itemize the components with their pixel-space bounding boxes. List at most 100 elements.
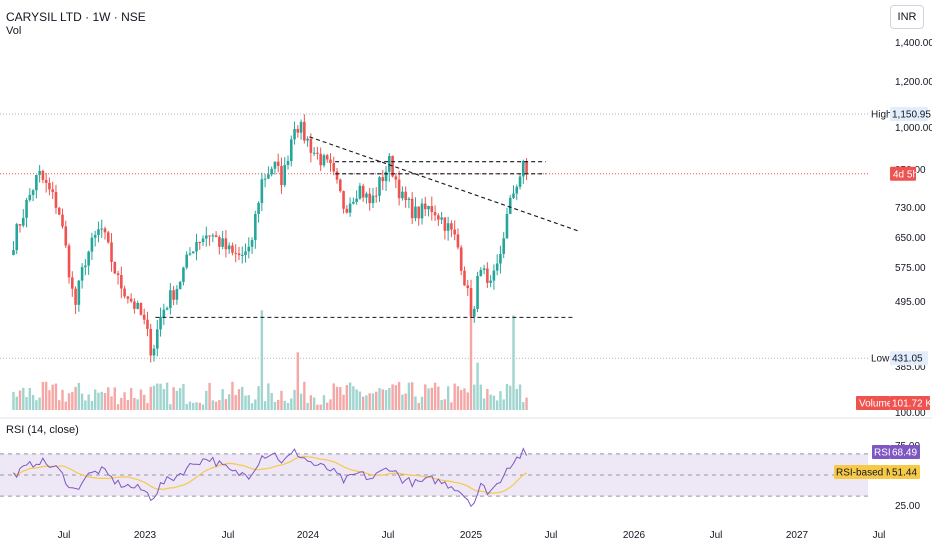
candle bbox=[486, 262, 489, 288]
volume-bar bbox=[182, 384, 185, 410]
volume-bar bbox=[195, 402, 198, 410]
currency-button[interactable]: INR bbox=[890, 5, 924, 29]
candle bbox=[325, 154, 329, 163]
volume-bar bbox=[169, 404, 172, 410]
rsi-legend[interactable]: RSI (14, close) bbox=[6, 424, 79, 436]
candle bbox=[437, 213, 440, 226]
volume-bar bbox=[299, 393, 303, 410]
volume-bar bbox=[280, 390, 283, 410]
volume-bar bbox=[113, 387, 116, 410]
candle bbox=[361, 183, 365, 202]
candle bbox=[221, 230, 224, 250]
volume-bar bbox=[322, 395, 326, 410]
volume-bar bbox=[152, 385, 156, 410]
volume-bar bbox=[460, 390, 463, 410]
candle bbox=[44, 172, 48, 193]
volume-bar bbox=[276, 399, 280, 410]
price-axis-label: 575.00 bbox=[895, 263, 926, 274]
candle bbox=[495, 254, 499, 276]
candle bbox=[204, 226, 208, 247]
candle bbox=[368, 187, 372, 211]
volume-bar bbox=[25, 397, 28, 410]
candle bbox=[41, 169, 45, 184]
volume-bar bbox=[309, 395, 313, 410]
time-axis-label: Jul bbox=[545, 530, 558, 541]
volume-bar bbox=[143, 394, 146, 410]
candle bbox=[371, 187, 375, 209]
volume-bar bbox=[388, 387, 391, 410]
candle bbox=[18, 223, 22, 233]
time-axis-label: Jul bbox=[58, 530, 71, 541]
volume-bar bbox=[267, 383, 270, 410]
candle bbox=[74, 286, 77, 315]
volume-bar bbox=[433, 382, 437, 410]
candle bbox=[388, 153, 391, 182]
volume-bar bbox=[404, 393, 407, 410]
candle bbox=[374, 187, 378, 203]
volume-bar bbox=[175, 390, 179, 410]
volume-bar bbox=[365, 395, 368, 410]
candle bbox=[286, 155, 290, 170]
candle bbox=[440, 211, 443, 225]
volume-bar bbox=[456, 386, 460, 410]
candle bbox=[335, 167, 339, 184]
volume-bar bbox=[64, 401, 67, 410]
volume-bar bbox=[463, 388, 466, 410]
volume-bar bbox=[319, 404, 322, 410]
volume-bar bbox=[293, 389, 296, 410]
candle bbox=[48, 177, 51, 196]
volume-bar bbox=[355, 389, 358, 410]
volume-bar bbox=[522, 402, 525, 410]
volume-bar bbox=[100, 391, 103, 410]
candle bbox=[489, 275, 492, 288]
volume-bar bbox=[296, 352, 300, 410]
volume-bar bbox=[273, 401, 277, 410]
candle bbox=[25, 197, 28, 228]
volume-bar bbox=[87, 394, 90, 410]
volume-bar bbox=[254, 399, 257, 410]
candle bbox=[476, 271, 479, 313]
volume-bar bbox=[339, 387, 342, 410]
candle bbox=[214, 231, 218, 238]
svg-text:431.05: 431.05 bbox=[892, 354, 923, 365]
candle bbox=[224, 229, 228, 258]
volume-bar bbox=[126, 400, 130, 410]
volume-bar bbox=[499, 391, 502, 410]
volume-bar bbox=[28, 387, 32, 410]
candle bbox=[172, 285, 175, 306]
candle bbox=[312, 147, 316, 157]
candle bbox=[71, 271, 74, 297]
volume-bar bbox=[512, 315, 515, 410]
volume-bar bbox=[306, 403, 309, 410]
volume-bar bbox=[401, 394, 404, 410]
volume-bar bbox=[384, 390, 388, 410]
volume-bar bbox=[495, 400, 499, 410]
volume-legend[interactable]: Vol bbox=[6, 25, 22, 37]
volume-bar bbox=[427, 388, 430, 410]
candle bbox=[378, 175, 381, 203]
volume-bar bbox=[326, 402, 329, 410]
candle bbox=[518, 174, 522, 190]
candle bbox=[450, 220, 453, 238]
candle bbox=[482, 264, 486, 275]
volume-bar bbox=[397, 381, 401, 410]
candle bbox=[146, 311, 149, 337]
volume-bar bbox=[509, 385, 512, 410]
trendline-drawing[interactable] bbox=[309, 136, 580, 232]
candle bbox=[276, 153, 280, 173]
volume-bar bbox=[290, 398, 293, 410]
volume-bar bbox=[129, 388, 133, 410]
candle bbox=[407, 196, 411, 209]
candle bbox=[87, 250, 90, 275]
volume-bar bbox=[525, 397, 528, 410]
volume-bar bbox=[237, 389, 241, 410]
volume-bar bbox=[482, 398, 486, 410]
volume-bar bbox=[159, 383, 162, 410]
volume-bar bbox=[361, 396, 365, 410]
candle bbox=[306, 136, 309, 147]
candle bbox=[198, 241, 202, 250]
candle bbox=[169, 283, 172, 315]
volume-bar bbox=[515, 388, 518, 410]
volume-value-tag: 101.72 K bbox=[890, 396, 932, 410]
